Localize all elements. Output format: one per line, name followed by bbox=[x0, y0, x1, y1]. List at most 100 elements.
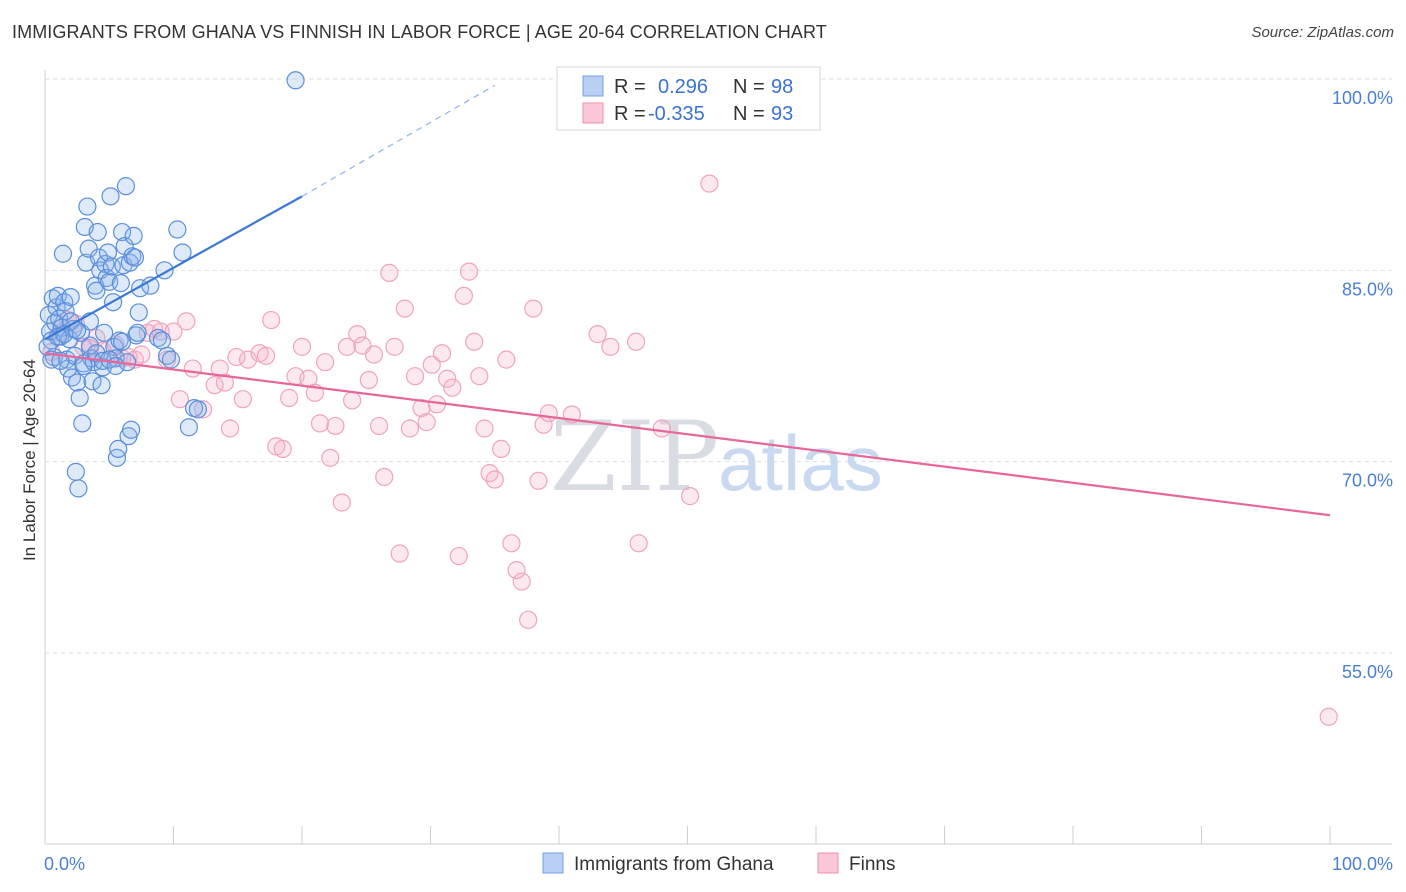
ghana-point bbox=[66, 462, 85, 481]
legend-r-label-finns: R = bbox=[614, 103, 646, 125]
ghana-point bbox=[62, 368, 82, 387]
finns-point bbox=[539, 404, 558, 423]
y-tick-label: 70.0% bbox=[1342, 471, 1393, 491]
finns-point bbox=[507, 560, 526, 580]
legend-r-value-ghana: 0.296 bbox=[658, 76, 708, 98]
finns-point bbox=[262, 310, 281, 330]
axes bbox=[44, 70, 1392, 845]
finns-point bbox=[588, 325, 607, 344]
ghana-point bbox=[87, 281, 106, 300]
ghana-point bbox=[188, 400, 208, 419]
ghana-point bbox=[79, 239, 98, 258]
ghana-point bbox=[286, 71, 305, 90]
ghana-point bbox=[128, 323, 147, 342]
finns-point bbox=[343, 391, 362, 410]
finns-point bbox=[502, 534, 521, 553]
y-tick-label: 100.0% bbox=[1332, 88, 1393, 108]
finns-point bbox=[400, 419, 420, 438]
ghana-point bbox=[88, 222, 107, 242]
finns-point bbox=[316, 353, 335, 372]
ghana-point bbox=[129, 303, 148, 322]
ghana-point bbox=[116, 177, 136, 196]
finns-trend-line bbox=[44, 352, 1331, 517]
legend: R = 0.296 N = 98 R = -0.335 N = 93 bbox=[556, 66, 821, 131]
finns-point bbox=[321, 448, 340, 467]
finns-point bbox=[459, 262, 479, 281]
finns-point bbox=[380, 263, 399, 282]
watermark: ZIP atlas bbox=[550, 401, 883, 513]
finns-point bbox=[256, 346, 276, 365]
ghana-point bbox=[111, 273, 130, 293]
finns-point bbox=[132, 345, 151, 364]
ghana-point bbox=[109, 439, 128, 459]
finns-point bbox=[1319, 707, 1338, 726]
ghana-point bbox=[53, 244, 73, 263]
ghana-point bbox=[68, 373, 87, 392]
ghana-point bbox=[56, 302, 75, 321]
legend-r-label-ghana: R = bbox=[614, 76, 646, 98]
finns-point bbox=[529, 471, 548, 490]
ghana-point bbox=[61, 288, 80, 307]
ghana-point bbox=[102, 257, 121, 276]
finns-point bbox=[183, 359, 202, 378]
ghana-point bbox=[43, 289, 62, 308]
finns-point bbox=[364, 345, 384, 364]
finns-point bbox=[280, 388, 299, 407]
finns-point bbox=[170, 390, 190, 409]
finns-point bbox=[238, 350, 258, 369]
finns-point bbox=[497, 350, 516, 369]
x-tick-labels: 0.0% 100.0% bbox=[44, 854, 1393, 874]
finns-point bbox=[470, 367, 489, 386]
bottom-legend-swatch-ghana bbox=[542, 852, 564, 874]
finns-point bbox=[210, 359, 229, 378]
finns-point bbox=[348, 325, 367, 344]
finns-point bbox=[629, 534, 648, 553]
finns-point bbox=[385, 337, 404, 356]
series-ghana bbox=[38, 71, 305, 498]
ghana-point bbox=[179, 418, 199, 437]
finns-point bbox=[405, 367, 425, 386]
legend-n-value-finns: 93 bbox=[771, 103, 793, 125]
finns-point bbox=[626, 332, 646, 351]
ghana-point bbox=[95, 323, 114, 342]
finns-point bbox=[454, 286, 474, 305]
bottom-legend-label-ghana: Immigrants from Ghana bbox=[574, 854, 774, 875]
finns-point bbox=[337, 337, 357, 356]
trend-lines bbox=[44, 84, 1331, 517]
legend-n-label-ghana: N = bbox=[733, 76, 765, 98]
finns-point bbox=[227, 347, 246, 367]
source-label: Source: ZipAtlas.com bbox=[1251, 24, 1394, 41]
ghana-point bbox=[161, 350, 181, 369]
finns-point bbox=[485, 470, 504, 489]
finns-point bbox=[475, 419, 494, 438]
finns-point bbox=[422, 355, 441, 374]
ghana-point bbox=[168, 220, 187, 239]
finns-point bbox=[524, 299, 543, 318]
ghana-trend-extension bbox=[301, 84, 496, 197]
ghana-point bbox=[100, 272, 119, 291]
y-tick-label: 55.0% bbox=[1342, 662, 1393, 682]
ghana-point bbox=[106, 356, 125, 376]
y-tick-label: 85.0% bbox=[1342, 279, 1393, 299]
finns-point bbox=[310, 414, 330, 433]
finns-point bbox=[332, 493, 351, 512]
bottom-legend-label-finns: Finns bbox=[849, 854, 895, 875]
legend-swatch-finns bbox=[582, 102, 604, 124]
ghana-point bbox=[112, 222, 132, 242]
finns-point bbox=[390, 544, 409, 563]
finns-point bbox=[177, 312, 196, 331]
finns-point bbox=[519, 610, 538, 629]
finns-point bbox=[417, 413, 436, 432]
ghana-point bbox=[78, 197, 97, 216]
legend-r-value-finns: -0.335 bbox=[648, 103, 705, 125]
finns-point bbox=[492, 439, 511, 459]
bottom-legend-swatch-finns bbox=[817, 852, 839, 874]
finns-point bbox=[326, 416, 345, 436]
finns-point bbox=[443, 378, 462, 397]
finns-point bbox=[273, 439, 292, 459]
ghana-point bbox=[124, 226, 143, 245]
legend-n-value-ghana: 98 bbox=[771, 76, 793, 98]
finns-point bbox=[395, 299, 414, 318]
x-tick-label-min: 0.0% bbox=[44, 854, 85, 874]
x-tick-label-max: 100.0% bbox=[1332, 854, 1393, 874]
